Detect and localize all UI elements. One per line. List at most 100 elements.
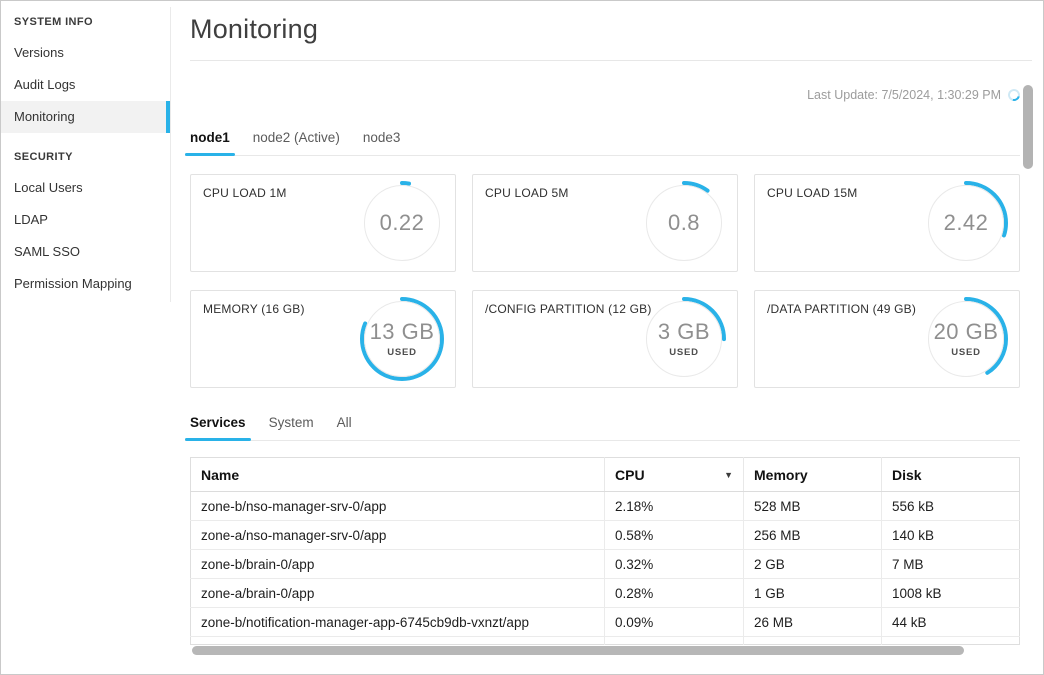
gauge-circle: 13 GB USED (364, 301, 440, 377)
table-cell: 1 GB (743, 578, 882, 608)
table-cell: 0.09% (604, 607, 744, 637)
table-cell: 140 kB (881, 520, 1020, 550)
table-cell: 1008 kB (881, 578, 1020, 608)
gauge-value: 3 GB (657, 319, 711, 345)
sidebar-section: SYSTEM INFO Versions Audit Logs Monitoring (1, 7, 170, 133)
gauge-sublabel: USED (387, 346, 417, 358)
sidebar-item-audit-logs[interactable]: Audit Logs (14, 77, 76, 92)
sidebar-nav: SYSTEM INFO Versions Audit Logs Monitoring S… (1, 7, 171, 302)
sidebar-item-ldap[interactable]: LDAP (14, 212, 48, 227)
table-cell: 556 kB (881, 491, 1020, 521)
gauge-card-label: /DATA PARTITION (49 GB) (767, 302, 917, 316)
gauge-value: 13 GB (369, 319, 435, 345)
tab-node-node3[interactable]: node3 (362, 130, 401, 145)
gauge-card-cpu-load-1m: CPU LOAD 1M 0.22 (190, 174, 456, 272)
sidebar-item-saml-sso[interactable]: SAML SSO (14, 244, 80, 259)
table-cell: 0.58% (604, 520, 744, 550)
gauge-circle: 20 GB USED (928, 301, 1004, 377)
gauge-ring: 3 GB USED (640, 295, 728, 383)
table-row[interactable]: zone-b/brain-0/app 0.32% 2 GB 7 MB (190, 549, 1020, 579)
column-header-name[interactable]: Name (190, 457, 605, 492)
gauge-circle: 0.22 (364, 185, 440, 261)
table-cell (743, 636, 882, 645)
gauge-card-cpu-load-5m: CPU LOAD 5M 0.8 (472, 174, 738, 272)
gauge-card-label: CPU LOAD 15M (767, 186, 858, 200)
view-tabs: Services System All (185, 415, 1020, 441)
sidebar-item-local-users[interactable]: Local Users (14, 180, 83, 195)
node-tabs: node1 node2 (Active) node3 (185, 130, 1020, 156)
sidebar: SYSTEM INFO Versions Audit Logs Monitoring S… (1, 1, 171, 674)
tab-view-all[interactable]: All (336, 415, 352, 430)
gauge-card-config-partition-12-gb: /CONFIG PARTITION (12 GB) 3 GB USED (472, 290, 738, 388)
gauge-card-label: MEMORY (16 GB) (203, 302, 305, 316)
gauge-circle: 2.42 (928, 185, 1004, 261)
gauge-card-label: /CONFIG PARTITION (12 GB) (485, 302, 652, 316)
tab-node-node2-active[interactable]: node2 (Active) (252, 130, 340, 145)
table-cell (190, 636, 605, 645)
last-update-text: Last Update: 7/5/2024, 1:30:29 PM (807, 87, 1001, 102)
table-cell: 2 GB (743, 549, 882, 579)
gauge-card-data-partition-49-gb: /DATA PARTITION (49 GB) 20 GB USED (754, 290, 1020, 388)
sidebar-heading-security: SECURITY (14, 151, 73, 163)
table-row[interactable]: zone-b/notification-manager-app-6745cb9d… (190, 607, 1020, 637)
vertical-scrollbar-thumb[interactable] (1023, 85, 1033, 169)
table-cell: zone-a/nso-manager-srv-0/app (190, 520, 605, 550)
sidebar-section: SECURITY Local Users LDAP SAML SSO Permissio… (1, 142, 170, 300)
table-row-partial (190, 636, 1020, 645)
loading-spinner-icon (1005, 86, 1023, 103)
horizontal-scrollbar-thumb[interactable] (192, 646, 964, 655)
gauge-value: 2.42 (943, 209, 989, 235)
table-cell: 528 MB (743, 491, 882, 521)
sidebar-item-monitoring[interactable]: Monitoring (1, 101, 170, 133)
column-header-disk[interactable]: Disk (881, 457, 1020, 492)
gauge-value: 0.8 (667, 209, 701, 235)
gauge-ring: 20 GB USED (922, 295, 1010, 383)
gauge-ring: 2.42 (922, 179, 1010, 267)
gauge-cards: CPU LOAD 1M 0.22 CPU LOAD 5M 0.8 CPU LOAD 15… (190, 174, 1020, 388)
table-cell: zone-b/notification-manager-app-6745cb9d… (190, 607, 605, 637)
column-label: CPU (615, 466, 645, 483)
gauge-card-cpu-load-15m: CPU LOAD 15M 2.42 (754, 174, 1020, 272)
sort-desc-icon: ▼ (724, 469, 733, 480)
gauge-value: 20 GB (933, 319, 999, 345)
table-cell: zone-a/brain-0/app (190, 578, 605, 608)
table-cell (604, 636, 744, 645)
table-row[interactable]: zone-a/brain-0/app 0.28% 1 GB 1008 kB (190, 578, 1020, 608)
table-cell: zone-b/brain-0/app (190, 549, 605, 579)
table-cell: zone-b/nso-manager-srv-0/app (190, 491, 605, 521)
table-cell: 0.32% (604, 549, 744, 579)
last-update-row: Last Update: 7/5/2024, 1:30:29 PM (190, 86, 1023, 103)
tab-view-system[interactable]: System (268, 415, 314, 430)
column-header-memory[interactable]: Memory (743, 457, 882, 492)
gauge-sublabel: USED (669, 346, 699, 358)
gauge-ring: 0.8 (640, 179, 728, 267)
table-cell: 7 MB (881, 549, 1020, 579)
gauge-ring: 0.22 (358, 179, 446, 267)
main-content: Monitoring Last Update: 7/5/2024, 1:30:2… (171, 1, 1044, 674)
gauge-card-memory-16-gb: MEMORY (16 GB) 13 GB USED (190, 290, 456, 388)
sidebar-item-versions[interactable]: Versions (14, 45, 64, 60)
column-header-cpu[interactable]: CPU ▼ (604, 457, 744, 492)
horizontal-scrollbar (190, 646, 1020, 655)
gauge-sublabel: USED (951, 346, 981, 358)
gauge-card-label: CPU LOAD 5M (485, 186, 569, 200)
table-cell: 44 kB (881, 607, 1020, 637)
gauge-card-label: CPU LOAD 1M (203, 186, 287, 200)
title-divider (190, 60, 1032, 61)
gauge-circle: 3 GB USED (646, 301, 722, 377)
table-row[interactable]: zone-b/nso-manager-srv-0/app 2.18% 528 MB 5… (190, 491, 1020, 521)
sidebar-heading-system-info: SYSTEM INFO (14, 16, 93, 28)
table-row[interactable]: zone-a/nso-manager-srv-0/app 0.58% 256 MB 1… (190, 520, 1020, 550)
main-scroll-body: Last Update: 7/5/2024, 1:30:29 PM node1 n… (185, 86, 1032, 655)
table-cell: 2.18% (604, 491, 744, 521)
page-title: Monitoring (190, 14, 319, 44)
sidebar-item-permission-mapping[interactable]: Permission Mapping (14, 276, 132, 291)
tab-node-node1[interactable]: node1 (185, 130, 235, 156)
process-table: Name CPU ▼ Memory Disk zone-b/nso-manager-sr… (190, 457, 1020, 645)
table-cell: 256 MB (743, 520, 882, 550)
gauge-value: 0.22 (379, 209, 425, 235)
tab-view-services[interactable]: Services (185, 415, 251, 441)
table-cell: 0.28% (604, 578, 744, 608)
table-cell (882, 637, 1020, 645)
